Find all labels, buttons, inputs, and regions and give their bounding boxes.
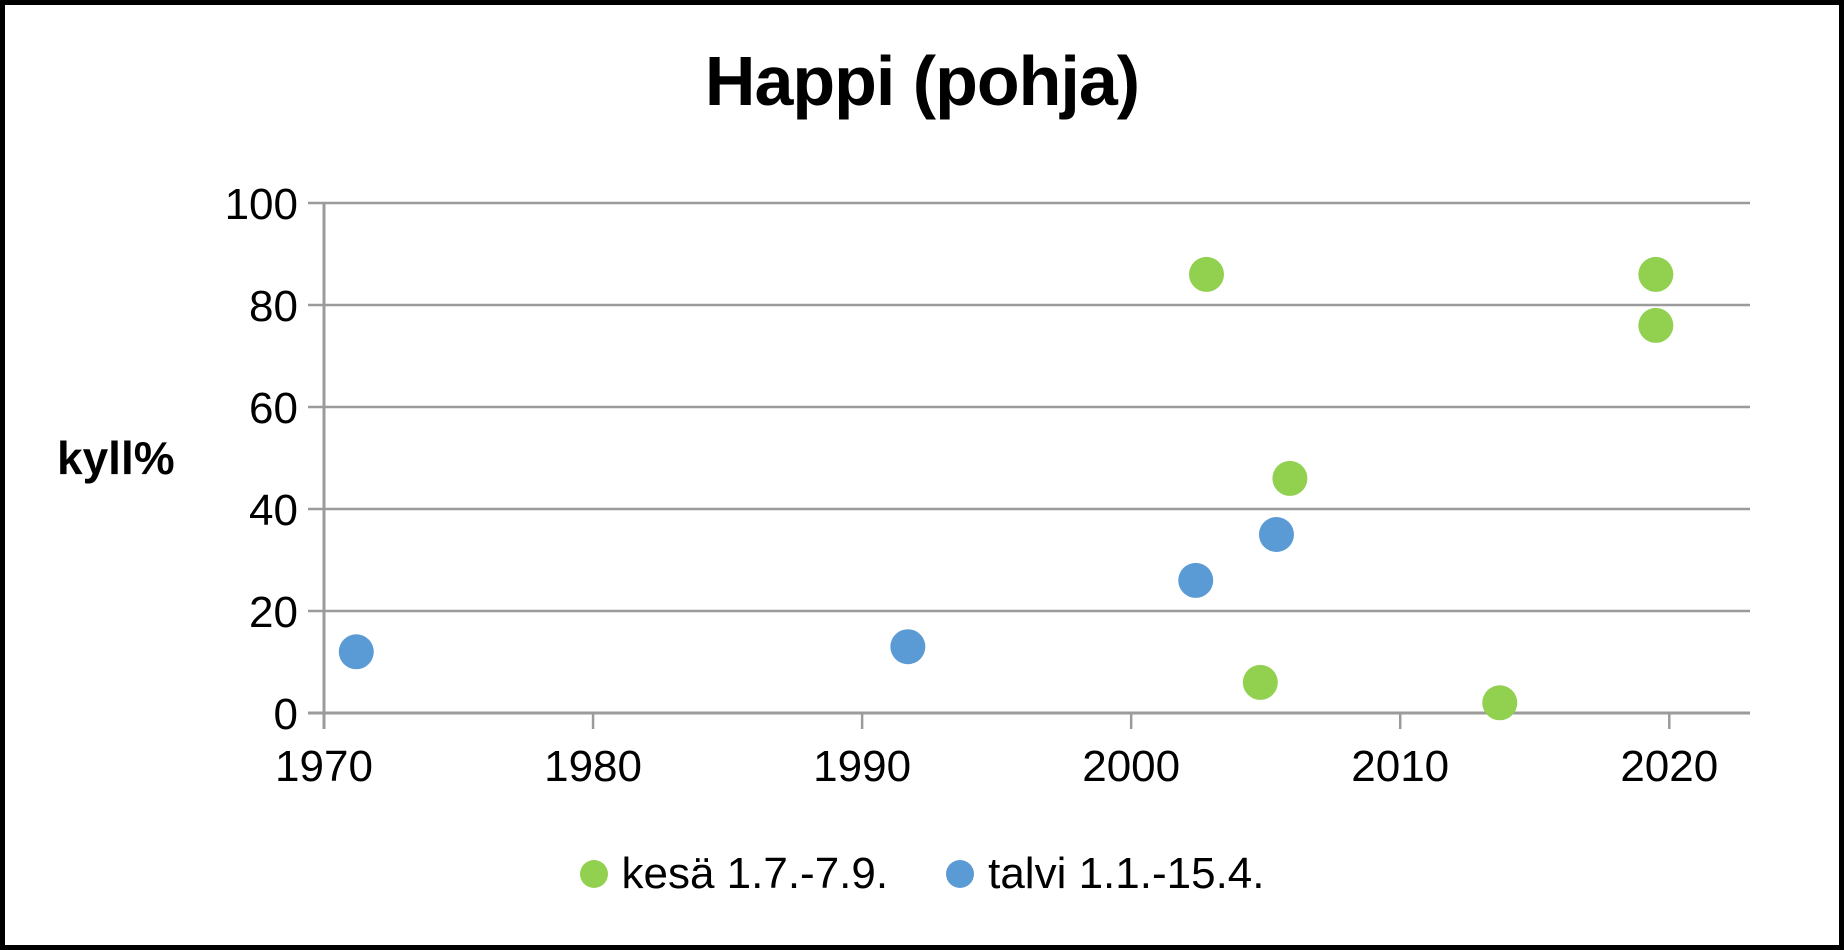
chart-title: Happi (pohja) (704, 42, 1140, 120)
legend-marker-circle-icon (579, 860, 608, 888)
legend-label: talvi 1.1.-15.4. (988, 849, 1265, 898)
x-tick-label: 2000 (1082, 742, 1180, 791)
y-tick-label: 60 (249, 384, 298, 433)
y-axis-title: kyll% (57, 432, 175, 484)
x-tick-label: 1970 (275, 742, 373, 791)
legend-item: talvi 1.1.-15.4. (946, 849, 1264, 899)
data-point (1258, 517, 1294, 552)
legend-label: kesä 1.7.-7.9. (621, 849, 889, 898)
data-point (1638, 256, 1674, 292)
y-tick-label: 0 (274, 690, 298, 739)
data-point (1189, 256, 1225, 292)
x-tick-label: 2010 (1351, 742, 1449, 791)
x-tick-label: 2020 (1620, 742, 1718, 791)
y-tick-label: 80 (249, 282, 298, 331)
plot-area: 0 20 40 60 80 100 1970 1980 1990 2000 2010 2020 (225, 180, 1750, 791)
data-point (1242, 664, 1278, 700)
data-point (1482, 685, 1518, 721)
x-tick-label: 1990 (813, 742, 911, 791)
data-point (1638, 307, 1674, 343)
data-point (338, 634, 374, 670)
legend-item: kesä 1.7.-7.9. (579, 849, 889, 899)
y-tick-label: 100 (225, 180, 298, 229)
data-point (1272, 460, 1308, 496)
x-tick-label: 1980 (544, 742, 642, 791)
legend: kesä 1.7.-7.9. talvi 1.1.-15.4. (5, 849, 1839, 899)
legend-marker-circle-icon (946, 860, 975, 888)
data-point (1178, 562, 1214, 598)
y-tick-label: 40 (249, 486, 298, 535)
data-point (890, 629, 926, 665)
y-tick-label: 20 (249, 588, 298, 637)
